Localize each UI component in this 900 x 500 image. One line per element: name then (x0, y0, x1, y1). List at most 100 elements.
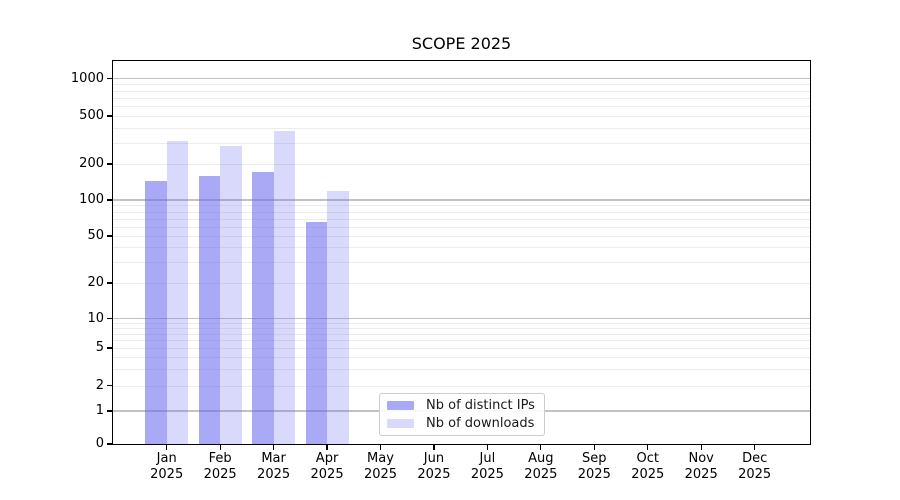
x-tick-month: Apr (315, 451, 339, 466)
x-tick (593, 445, 595, 450)
x-tick-month: Sep (582, 451, 607, 466)
x-tick-year: 2025 (310, 466, 344, 482)
gridline-minor (113, 205, 810, 207)
bar-distinct-ips-feb (198, 175, 221, 444)
gridline-minor (113, 84, 810, 86)
legend-swatch-downloads (387, 418, 414, 428)
x-tick-month: Oct (636, 451, 659, 466)
y-tick-label: 500 (79, 108, 104, 123)
legend-item-distinct-ips: Nb of distinct IPs (387, 398, 537, 413)
x-tick-month: Dec (742, 451, 768, 466)
bar-downloads-apr (327, 190, 349, 444)
y-tick-label: 0 (95, 436, 104, 451)
gridline-minor (113, 283, 810, 284)
x-tick-year: 2025 (470, 466, 504, 482)
x-tick-month: Jul (479, 451, 496, 466)
chart-title: SCOPE 2025 (411, 34, 512, 53)
legend-item-downloads: Nb of downloads (387, 416, 537, 431)
y-tick-label: 2 (95, 377, 104, 393)
x-tick-year: 2025 (150, 466, 184, 482)
y-tick (107, 235, 113, 237)
x-tick (647, 445, 649, 450)
gridline-minor (113, 385, 810, 387)
bar-downloads-jan (166, 141, 189, 444)
y-tick (107, 163, 113, 165)
gridline-minor (113, 247, 810, 249)
x-tick-label: Dec 2025 (725, 451, 785, 482)
x-tick (379, 445, 382, 450)
gridline-minor (113, 106, 810, 108)
plot-area (113, 61, 810, 445)
x-tick (326, 445, 328, 450)
gridline-minor (113, 357, 810, 359)
gridline-minor (113, 262, 810, 264)
gridline-minor (113, 327, 810, 329)
y-tick (107, 410, 113, 412)
gridline-minor (113, 97, 810, 99)
gridline-minor (113, 340, 810, 342)
gridline-major (113, 199, 810, 201)
gridline-minor (113, 348, 810, 349)
x-tick-label: Apr 2025 (297, 451, 357, 482)
bar-downloads-mar (273, 131, 296, 444)
legend-label-distinct-ips: Nb of distinct IPs (426, 398, 535, 414)
x-tick-month: Nov (688, 451, 714, 466)
y-tick (107, 77, 113, 80)
y-tick (107, 115, 113, 117)
x-tick (540, 445, 542, 450)
gridline-minor (113, 218, 810, 220)
legend-label-downloads: Nb of downloads (426, 415, 535, 431)
gridline-minor (113, 368, 810, 370)
x-tick-label: Nov 2025 (671, 451, 731, 482)
gridline-minor (113, 116, 810, 117)
x-tick-label: Mar 2025 (244, 451, 304, 482)
legend-swatch-distinct-ips (387, 401, 414, 411)
gridline-minor (113, 127, 810, 129)
x-tick-label: Feb 2025 (190, 451, 250, 482)
y-tick (107, 443, 113, 445)
x-tick (754, 445, 756, 450)
x-tick-label: Sep 2025 (564, 451, 624, 482)
x-tick-year: 2025 (524, 466, 558, 482)
gridline-minor (113, 211, 810, 213)
y-tick-label: 1 (95, 403, 104, 418)
y-tick (107, 282, 113, 284)
x-tick (486, 445, 489, 450)
x-tick-month: Jan (156, 451, 177, 466)
x-tick-month: May (367, 451, 394, 466)
x-tick-year: 2025 (417, 466, 451, 482)
y-tick-label: 50 (87, 228, 104, 243)
bar-distinct-ips-apr (305, 222, 328, 444)
y-tick (107, 347, 113, 349)
x-tick (700, 445, 702, 450)
legend: Nb of distinct IPs Nb of downloads (379, 393, 545, 436)
x-tick (433, 445, 435, 450)
x-tick-label: Oct 2025 (618, 451, 678, 482)
x-tick-label: Jul 2025 (457, 451, 517, 482)
x-tick-year: 2025 (203, 466, 237, 482)
gridline-minor (113, 164, 810, 165)
x-tick-year: 2025 (363, 466, 398, 482)
gridline-minor (113, 322, 810, 324)
x-tick (219, 445, 221, 450)
y-tick (107, 384, 113, 387)
x-tick-label: Jan 2025 (137, 451, 197, 482)
bar-distinct-ips-jan (145, 180, 167, 444)
x-tick-label: May 2025 (351, 451, 411, 482)
x-tick-year: 2025 (257, 466, 291, 482)
x-tick-month: Feb (208, 451, 232, 466)
gridline-major (113, 317, 810, 320)
x-tick-month: Jun (423, 451, 445, 466)
bar-downloads-feb (220, 146, 242, 444)
gridline-minor (113, 333, 810, 335)
gridline-minor (113, 236, 810, 237)
bar-distinct-ips-mar (252, 172, 274, 444)
y-tick-label: 10 (87, 310, 104, 326)
gridline-major (113, 77, 810, 80)
y-tick-label: 100 (79, 192, 104, 207)
x-tick-label: Aug 2025 (511, 451, 571, 482)
x-tick-label: Jun 2025 (404, 451, 464, 482)
gridline-minor (113, 142, 810, 144)
x-tick-year: 2025 (631, 466, 665, 482)
